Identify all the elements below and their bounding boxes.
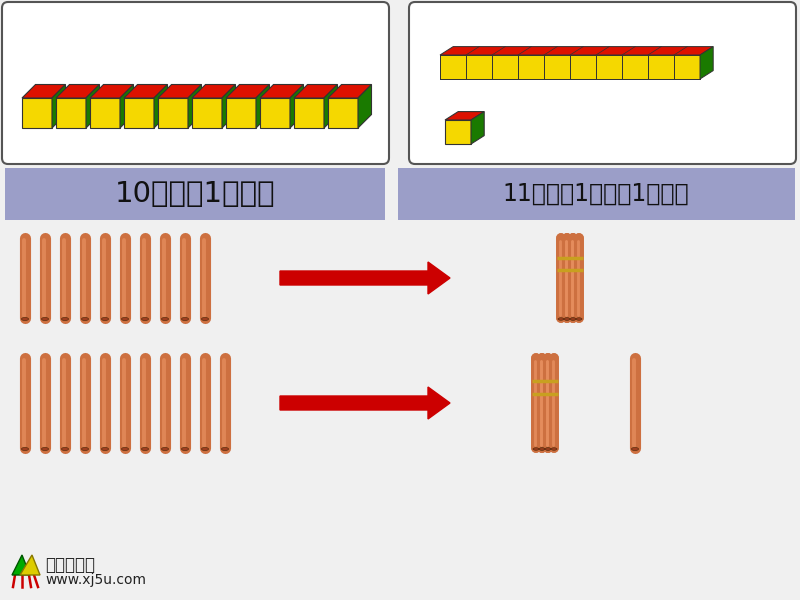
Ellipse shape bbox=[564, 318, 570, 320]
Polygon shape bbox=[226, 98, 256, 128]
Polygon shape bbox=[120, 85, 134, 128]
Polygon shape bbox=[294, 85, 338, 98]
Ellipse shape bbox=[539, 448, 545, 450]
Polygon shape bbox=[445, 120, 471, 144]
FancyBboxPatch shape bbox=[398, 168, 795, 220]
Ellipse shape bbox=[222, 448, 229, 451]
Polygon shape bbox=[20, 555, 40, 575]
Ellipse shape bbox=[576, 318, 582, 320]
Ellipse shape bbox=[576, 318, 582, 320]
Polygon shape bbox=[492, 55, 518, 79]
Polygon shape bbox=[158, 85, 202, 98]
Polygon shape bbox=[466, 55, 492, 79]
Ellipse shape bbox=[142, 448, 149, 451]
Polygon shape bbox=[440, 47, 714, 55]
Polygon shape bbox=[328, 85, 371, 98]
Polygon shape bbox=[22, 98, 52, 128]
Text: 10个一是1个十。: 10个一是1个十。 bbox=[114, 180, 275, 208]
FancyArrow shape bbox=[280, 387, 450, 419]
Polygon shape bbox=[188, 85, 202, 128]
Polygon shape bbox=[124, 98, 154, 128]
Polygon shape bbox=[622, 55, 648, 79]
Ellipse shape bbox=[539, 448, 545, 450]
Ellipse shape bbox=[539, 448, 545, 450]
Polygon shape bbox=[124, 85, 167, 98]
Ellipse shape bbox=[182, 317, 189, 320]
Polygon shape bbox=[222, 85, 235, 128]
Polygon shape bbox=[12, 555, 30, 575]
Polygon shape bbox=[260, 85, 303, 98]
Polygon shape bbox=[86, 85, 99, 128]
Ellipse shape bbox=[570, 318, 576, 320]
Ellipse shape bbox=[202, 317, 209, 320]
Ellipse shape bbox=[82, 448, 89, 451]
Polygon shape bbox=[324, 85, 338, 128]
Polygon shape bbox=[256, 85, 270, 128]
Polygon shape bbox=[700, 47, 714, 79]
Ellipse shape bbox=[22, 317, 29, 320]
Ellipse shape bbox=[533, 448, 539, 450]
Polygon shape bbox=[52, 85, 66, 128]
Polygon shape bbox=[440, 55, 466, 79]
Ellipse shape bbox=[62, 317, 69, 320]
Polygon shape bbox=[260, 98, 290, 128]
Polygon shape bbox=[544, 55, 570, 79]
Ellipse shape bbox=[564, 318, 570, 320]
Polygon shape bbox=[648, 55, 674, 79]
Text: 小学资源网: 小学资源网 bbox=[45, 556, 95, 574]
Ellipse shape bbox=[533, 448, 539, 450]
Polygon shape bbox=[596, 55, 622, 79]
Ellipse shape bbox=[42, 448, 49, 451]
Ellipse shape bbox=[142, 317, 149, 320]
Polygon shape bbox=[358, 85, 371, 128]
Polygon shape bbox=[445, 112, 484, 120]
FancyBboxPatch shape bbox=[5, 168, 385, 220]
FancyArrow shape bbox=[280, 262, 450, 294]
Ellipse shape bbox=[545, 448, 551, 450]
Polygon shape bbox=[471, 112, 484, 144]
Ellipse shape bbox=[551, 448, 557, 450]
Polygon shape bbox=[90, 85, 134, 98]
FancyBboxPatch shape bbox=[2, 2, 389, 164]
Ellipse shape bbox=[558, 318, 564, 320]
Ellipse shape bbox=[202, 448, 209, 451]
Polygon shape bbox=[56, 98, 86, 128]
Ellipse shape bbox=[570, 318, 576, 320]
Text: 11里面有1个十和1个一。: 11里面有1个十和1个一。 bbox=[502, 182, 690, 206]
Ellipse shape bbox=[82, 317, 89, 320]
Ellipse shape bbox=[122, 317, 129, 320]
Ellipse shape bbox=[102, 448, 109, 451]
Ellipse shape bbox=[22, 448, 29, 451]
Ellipse shape bbox=[162, 317, 169, 320]
Polygon shape bbox=[56, 85, 99, 98]
Ellipse shape bbox=[62, 448, 69, 451]
Polygon shape bbox=[328, 98, 358, 128]
Polygon shape bbox=[294, 98, 324, 128]
Ellipse shape bbox=[42, 317, 49, 320]
Ellipse shape bbox=[102, 317, 109, 320]
Ellipse shape bbox=[631, 448, 638, 451]
Ellipse shape bbox=[182, 448, 189, 451]
Polygon shape bbox=[154, 85, 167, 128]
Polygon shape bbox=[518, 55, 544, 79]
Polygon shape bbox=[674, 55, 700, 79]
Ellipse shape bbox=[545, 448, 551, 450]
Polygon shape bbox=[290, 85, 303, 128]
Ellipse shape bbox=[545, 448, 551, 450]
Polygon shape bbox=[90, 98, 120, 128]
Ellipse shape bbox=[551, 448, 557, 450]
Ellipse shape bbox=[570, 318, 576, 320]
Ellipse shape bbox=[122, 448, 129, 451]
Ellipse shape bbox=[564, 318, 570, 320]
Ellipse shape bbox=[162, 448, 169, 451]
Ellipse shape bbox=[558, 318, 564, 320]
Polygon shape bbox=[226, 85, 270, 98]
Polygon shape bbox=[570, 55, 596, 79]
FancyBboxPatch shape bbox=[409, 2, 796, 164]
Polygon shape bbox=[22, 85, 66, 98]
Polygon shape bbox=[192, 98, 222, 128]
Polygon shape bbox=[192, 85, 235, 98]
Polygon shape bbox=[158, 98, 188, 128]
Text: www.xj5u.com: www.xj5u.com bbox=[45, 573, 146, 587]
